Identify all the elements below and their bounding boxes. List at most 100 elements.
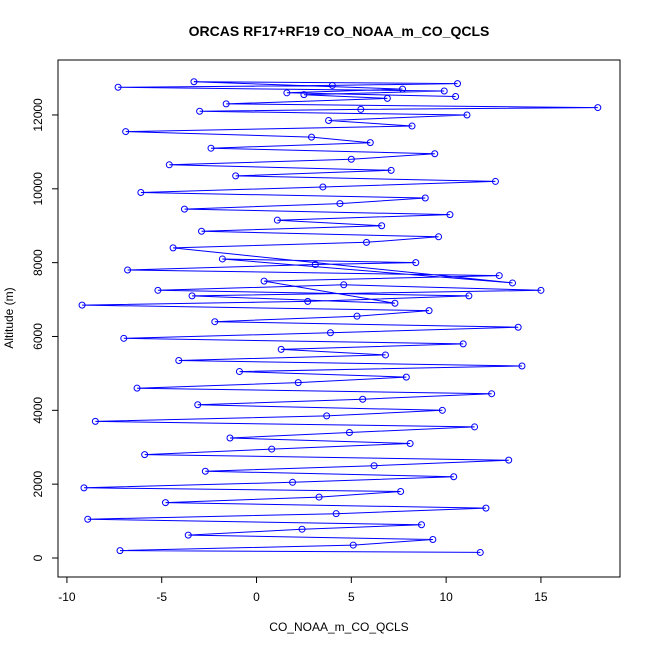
x-tick-label: -5 <box>156 590 167 604</box>
data-point <box>198 227 206 235</box>
data-point <box>332 510 340 518</box>
data-point <box>196 107 204 115</box>
data-point <box>397 488 405 496</box>
x-tick-label: 0 <box>253 590 260 604</box>
data-point <box>80 484 88 492</box>
data-point <box>201 467 209 475</box>
data-point <box>518 362 526 370</box>
x-axis-label: CO_NOAA_m_CO_QCLS <box>269 620 408 634</box>
data-point <box>438 406 446 414</box>
data-point <box>353 312 361 320</box>
data-point <box>476 548 484 556</box>
data-point <box>387 166 395 174</box>
data-point <box>300 91 308 99</box>
data-point <box>421 194 429 202</box>
data-point <box>325 117 333 125</box>
x-tick-label: 15 <box>534 590 548 604</box>
data-point <box>323 412 331 420</box>
x-tick-label: 5 <box>348 590 355 604</box>
data-point <box>366 139 374 147</box>
data-point <box>402 373 410 381</box>
data-point <box>408 122 416 130</box>
data-point <box>268 445 276 453</box>
data-point <box>180 205 188 213</box>
data-point <box>122 128 130 136</box>
data-point <box>184 531 192 539</box>
data-point <box>165 161 173 169</box>
data-point <box>273 216 281 224</box>
data-point <box>459 340 467 348</box>
data-point <box>133 384 141 392</box>
data-point <box>429 536 437 544</box>
data-point <box>298 525 306 533</box>
data-point <box>482 504 490 512</box>
data-point <box>491 177 499 185</box>
data-point <box>226 434 234 442</box>
data-point <box>207 144 215 152</box>
y-tick-label: 2000 <box>31 470 45 497</box>
data-point <box>505 456 513 464</box>
data-point <box>162 499 170 507</box>
data-line <box>82 81 598 553</box>
data-point <box>336 200 344 208</box>
data-point <box>190 78 198 86</box>
data-point <box>141 451 149 459</box>
data-point <box>370 462 378 470</box>
data-point <box>114 83 122 91</box>
data-point <box>308 133 316 141</box>
data-point <box>463 111 471 119</box>
data-point <box>399 85 407 93</box>
data-point <box>508 279 516 287</box>
data-point <box>175 356 183 364</box>
data-point <box>488 390 496 398</box>
data-point <box>78 301 86 309</box>
data-point <box>116 547 124 555</box>
data-point <box>435 233 443 241</box>
y-tick-label: 6000 <box>31 323 45 350</box>
data-point <box>537 286 545 294</box>
data-point <box>347 155 355 163</box>
data-point <box>362 238 370 246</box>
data-point <box>450 473 458 481</box>
data-point <box>218 255 226 263</box>
data-point <box>124 266 132 274</box>
chart-title: ORCAS RF17+RF19 CO_NOAA_m_CO_QCLS <box>189 23 490 39</box>
data-point <box>357 105 365 113</box>
data-point <box>465 292 473 300</box>
data-point <box>359 395 367 403</box>
data-point <box>340 281 348 289</box>
data-point <box>277 345 285 353</box>
data-point <box>91 417 99 425</box>
data-point <box>417 521 425 529</box>
y-axis-label: Altitude (m) <box>2 287 16 348</box>
data-point <box>440 87 448 95</box>
data-point <box>471 423 479 431</box>
data-point <box>120 334 128 342</box>
data-point <box>495 272 503 280</box>
data-point <box>406 440 414 448</box>
y-tick-label: 4000 <box>31 397 45 424</box>
data-point <box>188 292 196 300</box>
y-tick-label: 10000 <box>31 172 45 206</box>
data-point <box>211 318 219 326</box>
data-point <box>169 244 177 252</box>
data-point <box>294 379 302 387</box>
data-point <box>378 222 386 230</box>
data-point <box>315 493 323 501</box>
y-tick-label: 12000 <box>31 98 45 132</box>
data-point <box>304 297 312 305</box>
data-point <box>84 515 92 523</box>
y-tick-label: 8000 <box>31 249 45 276</box>
data-point <box>383 94 391 102</box>
data-point <box>514 323 522 331</box>
data-point <box>345 428 353 436</box>
data-point <box>431 150 439 158</box>
data-point <box>391 299 399 307</box>
data-point <box>328 81 336 89</box>
data-point <box>381 351 389 359</box>
data-point <box>446 211 454 219</box>
data-point <box>260 277 268 285</box>
data-point <box>319 183 327 191</box>
